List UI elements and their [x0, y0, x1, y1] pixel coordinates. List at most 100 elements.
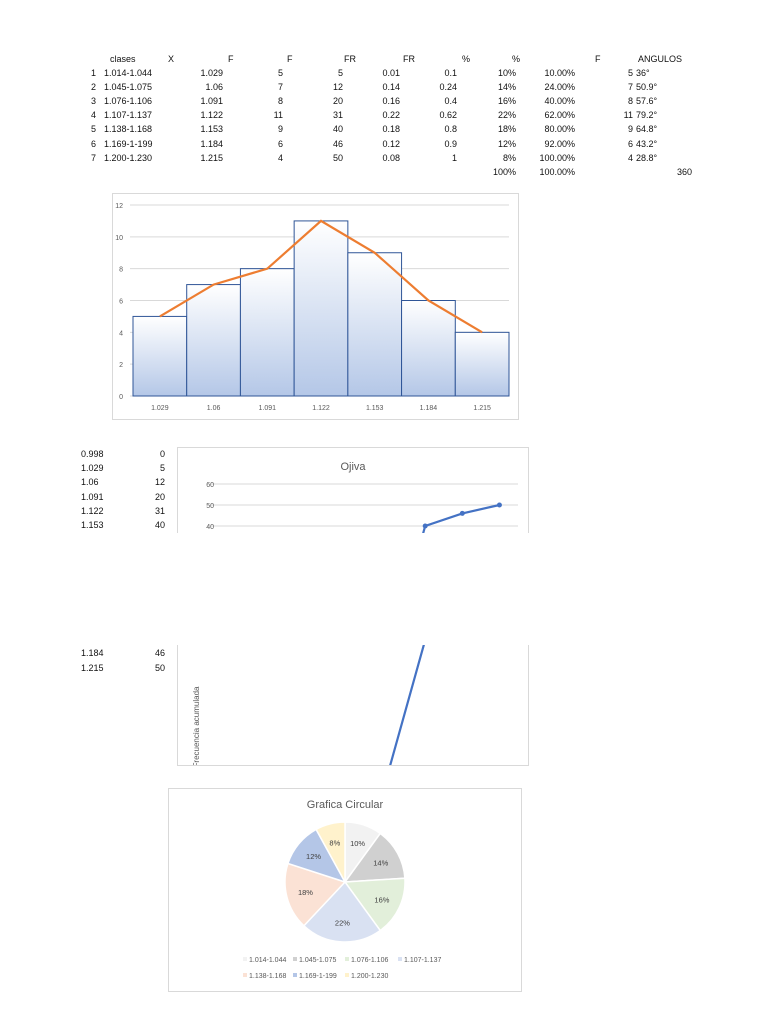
pie-slice — [343, 832, 406, 883]
ojiva-point — [496, 502, 502, 508]
x-tick-label: 1.153 — [366, 405, 384, 412]
x-tick-label: 1.122 — [312, 405, 330, 412]
table-cell: 6 — [277, 138, 283, 149]
list-f: 46 — [154, 648, 165, 658]
table-cell: 50 — [332, 152, 343, 163]
pie-slice — [302, 880, 382, 943]
column-header: F — [228, 54, 234, 64]
pie-data-label: 18% — [298, 888, 313, 897]
histogram-bar — [401, 300, 456, 397]
ojiva-point — [422, 523, 428, 529]
legend-label: 1.076-1.106 — [351, 957, 388, 964]
table-cell: 1.200-1.230 — [104, 152, 153, 163]
table-cell: 36° — [636, 68, 650, 78]
total-pct-cum: 100.00% — [539, 166, 575, 177]
list-x: 1.184 — [81, 648, 104, 658]
table-cell: 79.2° — [636, 110, 658, 121]
table-cell: 0.08 — [382, 152, 400, 163]
list-x: 1.06 — [81, 477, 99, 488]
ojiva-chart-top: Ojiva01020304050600.9981.0291.061.0911.1… — [177, 447, 529, 533]
table-cell: 80.00% — [544, 124, 575, 135]
table-cell: 1.045-1.075 — [104, 82, 153, 93]
table-cell: 57.6° — [636, 96, 658, 107]
x-tick-label: 1.091 — [259, 405, 277, 412]
table-cell: 28.8° — [636, 152, 658, 163]
column-header: X — [168, 54, 175, 64]
column-header: FR — [344, 54, 356, 64]
legend-label: 1.169-1-199 — [299, 973, 337, 980]
table-cell: 8 — [627, 96, 633, 107]
table-cell: 5 — [277, 68, 283, 78]
table-cell: 0.18 — [382, 124, 400, 135]
table-cell: 1.076-1.106 — [104, 96, 153, 107]
frequency-polygon-line — [159, 219, 483, 334]
legend-swatch — [293, 957, 297, 961]
table-cell: 16% — [497, 96, 516, 107]
list-f: 5 — [159, 463, 165, 474]
pie-slice — [343, 877, 406, 932]
table-cell: 0.9 — [444, 138, 457, 149]
list-f: 50 — [154, 662, 165, 673]
legend-label: 1.107-1.137 — [404, 957, 441, 964]
y-tick-label: 6 — [119, 299, 123, 306]
table-cell: 8 — [277, 96, 283, 107]
column-header: FR — [403, 54, 415, 64]
table-cell: 1.169-1-199 — [104, 138, 153, 149]
table-cell: 1.014-1.044 — [104, 68, 153, 78]
pie-data-label: 22% — [335, 919, 350, 928]
y-tick-label: 60 — [206, 482, 214, 489]
x-tick-label: 1.184 — [420, 405, 438, 412]
table-cell: 0.8 — [444, 124, 457, 135]
x-tick-label: 1.029 — [151, 405, 169, 412]
table-cell: 14% — [497, 82, 516, 93]
ojiva-chart-bottom: Ojiva01020304050600.9981.0291.061.0911.1… — [177, 645, 529, 767]
table-cell: 0.01 — [382, 68, 400, 78]
histogram-bar — [293, 220, 349, 397]
table-cell: 40.00% — [544, 96, 575, 107]
table-cell: 3 — [90, 96, 96, 107]
table-cell: 50.9° — [636, 82, 658, 93]
ojiva-line — [388, 645, 425, 767]
total-angles: 360 — [676, 166, 692, 177]
table-cell: 11 — [623, 110, 633, 121]
list-x: 1.091 — [81, 491, 104, 502]
legend-swatch — [345, 957, 349, 961]
histogram-bar — [454, 331, 510, 397]
legend-swatch — [345, 973, 349, 977]
table-cell: 4 — [90, 110, 96, 121]
y-tick-label: 10 — [115, 235, 123, 242]
list-f: 40 — [154, 520, 165, 530]
chart-title: Grafica Circular — [307, 799, 384, 811]
table-cell: 6 — [627, 138, 633, 149]
legend-label: 1.138-1.168 — [249, 973, 286, 980]
table-cell: 0.16 — [382, 96, 400, 107]
pie-data-label: 14% — [373, 858, 388, 867]
table-cell: 7 — [90, 152, 96, 163]
table-cell: 10% — [497, 68, 516, 78]
pie-data-label: 10% — [350, 839, 365, 848]
list-x: 1.215 — [81, 662, 104, 673]
y-axis-title: Frecuencia acumulada — [192, 686, 201, 765]
table-cell: 11 — [273, 110, 283, 121]
table-cell: 8% — [502, 152, 516, 163]
table-cell: 1.06 — [205, 82, 223, 93]
table-cell: 1.215 — [200, 152, 223, 163]
table-cell: 4 — [277, 152, 283, 163]
y-tick-label: 2 — [119, 362, 123, 369]
table-cell: 2 — [90, 82, 96, 93]
table-cell: 1 — [90, 68, 96, 78]
table-cell: 1.184 — [200, 138, 223, 149]
histogram-bar — [186, 284, 241, 397]
table-cell: 22% — [497, 110, 516, 121]
pie-data-label: 16% — [374, 895, 389, 904]
table-cell: 5 — [90, 124, 96, 135]
column-header: % — [462, 54, 471, 64]
table-cell: 1.091 — [200, 96, 223, 107]
table-cell: 20 — [332, 96, 343, 107]
y-tick-label: 0 — [119, 394, 123, 401]
table-cell: 1.029 — [200, 68, 223, 78]
ojiva-point — [459, 510, 465, 516]
table-cell: 1 — [451, 152, 457, 163]
table-cell: 0.14 — [382, 82, 400, 93]
table-cell: 12 — [332, 82, 343, 93]
